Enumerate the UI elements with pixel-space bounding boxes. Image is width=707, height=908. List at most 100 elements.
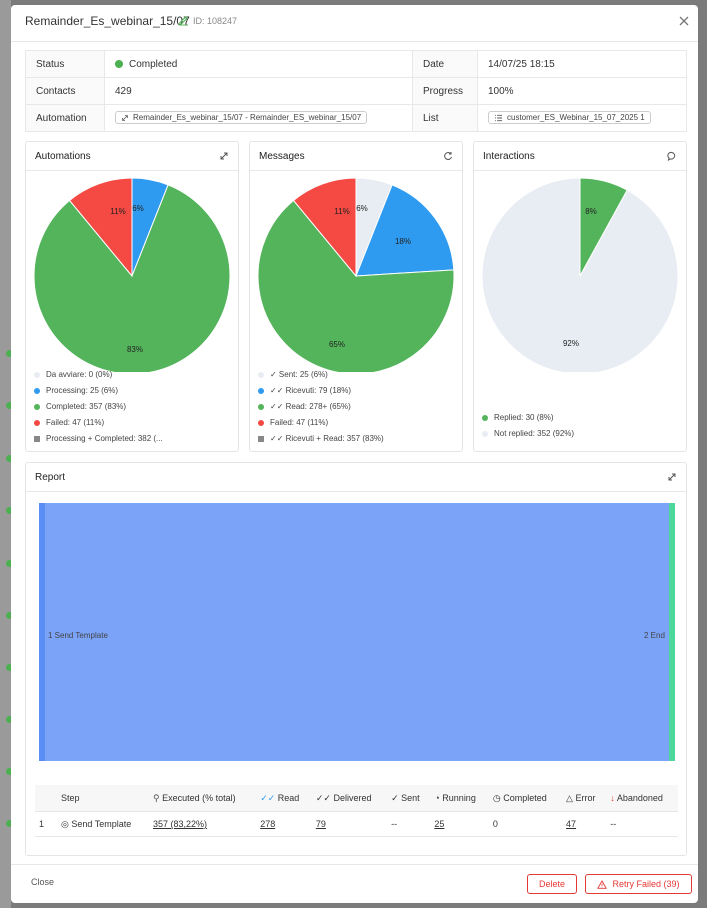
delete-button[interactable]: Delete	[527, 874, 577, 894]
legend-swatch	[258, 387, 264, 394]
automations-label-processing: 6%	[132, 204, 144, 213]
automation-link-icon[interactable]	[219, 151, 229, 161]
sent-icon: ✓	[391, 792, 402, 803]
legend-label: Replied: 30 (8%)	[494, 413, 554, 422]
row-error-link[interactable]: 47	[566, 819, 577, 829]
automation-link[interactable]: Remainder_Es_webinar_15/07 - Remainder_E…	[115, 111, 368, 125]
row-error[interactable]: 47	[562, 811, 607, 837]
list-link[interactable]: customer_ES_Webinar_15_07_2025 1	[488, 111, 651, 125]
retry-failed-button[interactable]: Retry Failed (39)	[585, 874, 692, 894]
table-row: 1 ◎ Send Template 357 (83,22%) 278 79 --…	[35, 811, 678, 837]
col-executed-label: Executed (% total)	[162, 792, 236, 803]
legend-item: ✓✓ Read: 278+ (65%)	[258, 399, 384, 415]
report-sankey	[39, 503, 675, 761]
row-step-name: Send Template	[71, 818, 132, 829]
col-completed-label: Completed	[503, 792, 547, 803]
messages-pie: 6% 11% 18% 65%	[257, 177, 455, 372]
steps-header-row: Step ⚲ Executed (% total) ✓✓ Read ✓✓ Del…	[35, 785, 678, 812]
legend-label: Failed: 47 (11%)	[46, 418, 105, 427]
messages-label-failed: 11%	[334, 207, 349, 216]
sankey-node-end[interactable]	[669, 503, 675, 761]
messages-slice[interactable]	[292, 177, 357, 278]
col-running: ◔ Running	[430, 785, 489, 812]
modal-header: Remainder_Es_webinar_15/07 ID: 108247	[11, 5, 698, 42]
list-icon	[494, 114, 503, 121]
status-value: Completed	[104, 50, 413, 78]
background-status-dot	[6, 560, 13, 567]
automation-link-text: Remainder_Es_webinar_15/07 - Remainder_E…	[133, 113, 362, 123]
legend-swatch	[34, 371, 40, 378]
automations-label-completed: 83%	[127, 345, 143, 354]
messages-card-title: Messages	[259, 151, 305, 162]
report-card: Report 1 Send Template 2 End Step ⚲ Exec…	[25, 462, 687, 856]
background-status-dot	[6, 664, 13, 671]
legend-label: Da avviare: 0 (0%)	[46, 370, 113, 379]
running-icon: ◔	[434, 793, 443, 803]
background-status-dot	[6, 507, 13, 514]
row-running-link[interactable]: 25	[434, 819, 445, 829]
col-executed: ⚲ Executed (% total)	[149, 785, 257, 812]
row-running[interactable]: 25	[430, 811, 489, 837]
row-delivered[interactable]: 79	[311, 811, 388, 837]
refresh-icon[interactable]	[443, 151, 453, 161]
steps-table: Step ⚲ Executed (% total) ✓✓ Read ✓✓ Del…	[35, 785, 678, 837]
row-read-link[interactable]: 278	[260, 819, 276, 829]
contacts-value: 429	[104, 77, 413, 105]
interactions-slice[interactable]	[481, 177, 679, 372]
row-abandoned: --	[606, 811, 678, 837]
read-icon: ✓✓	[260, 792, 278, 803]
whatsapp-icon: ◎	[61, 818, 72, 829]
col-num	[35, 785, 57, 812]
row-read[interactable]: 278	[256, 811, 312, 837]
close-button[interactable]: Close	[31, 877, 55, 887]
list-link-text: customer_ES_Webinar_15_07_2025 1	[507, 113, 645, 123]
delete-button-label: Delete	[538, 879, 565, 889]
list-value: customer_ES_Webinar_15_07_2025 1	[477, 104, 687, 132]
messages-slice[interactable]	[355, 184, 455, 277]
contacts-key: Contacts	[25, 77, 105, 105]
row-executed-link[interactable]: 357 (83,22%)	[153, 819, 208, 829]
close-icon[interactable]	[678, 15, 690, 27]
row-completed: 0	[488, 811, 563, 837]
messages-slice[interactable]	[257, 199, 455, 372]
report-header: Report	[26, 463, 686, 492]
chat-icon[interactable]	[667, 151, 677, 161]
col-sent-label: Sent	[401, 792, 420, 803]
background-status-dot	[6, 455, 13, 462]
legend-label: ✓ Sent: 25 (6%)	[270, 370, 328, 379]
automations-slice[interactable]	[33, 184, 231, 372]
legend-item: Processing: 25 (6%)	[34, 383, 163, 399]
legend-label: Completed: 357 (83%)	[46, 402, 127, 411]
col-step: Step	[57, 785, 149, 812]
legend-swatch	[258, 371, 264, 378]
col-read: ✓✓ Read	[256, 785, 312, 812]
delivered-icon: ✓✓	[315, 792, 334, 803]
legend-item: ✓✓ Ricevuti + Read: 357 (83%)	[258, 431, 384, 447]
date-value: 14/07/25 18:15	[477, 50, 687, 78]
status-key: Status	[25, 50, 105, 78]
legend-swatch	[34, 387, 40, 394]
legend-item: Failed: 47 (11%)	[258, 415, 384, 431]
automation-icon	[122, 114, 128, 121]
warning-icon	[597, 879, 608, 889]
edit-icon[interactable]	[178, 14, 189, 26]
sankey-start-label: 1 Send Template	[48, 631, 108, 640]
legend-label: Processing: 25 (6%)	[46, 386, 119, 395]
automations-card-title: Automations	[35, 151, 91, 162]
legend-label: ✓✓ Ricevuti + Read: 357 (83%)	[270, 434, 384, 443]
legend-label: ✓✓ Ricevuti: 79 (18%)	[270, 386, 351, 395]
legend-swatch	[34, 403, 40, 410]
campaign-modal: Remainder_Es_webinar_15/07 ID: 108247 St…	[11, 5, 698, 903]
automation-link-icon[interactable]	[667, 472, 677, 482]
interactions-card-header: Interactions	[474, 142, 686, 171]
sankey-node-start[interactable]	[39, 503, 45, 761]
automation-key: Automation	[25, 104, 105, 132]
row-step: ◎ Send Template	[57, 811, 149, 837]
legend-item: Da avviare: 0 (0%)	[34, 367, 163, 383]
date-key: Date	[412, 50, 478, 78]
automations-slice[interactable]	[68, 177, 133, 278]
row-executed[interactable]: 357 (83,22%)	[149, 811, 257, 837]
row-delivered-link[interactable]: 79	[315, 819, 326, 829]
background-status-dot	[6, 768, 13, 775]
status-dot	[115, 59, 123, 68]
